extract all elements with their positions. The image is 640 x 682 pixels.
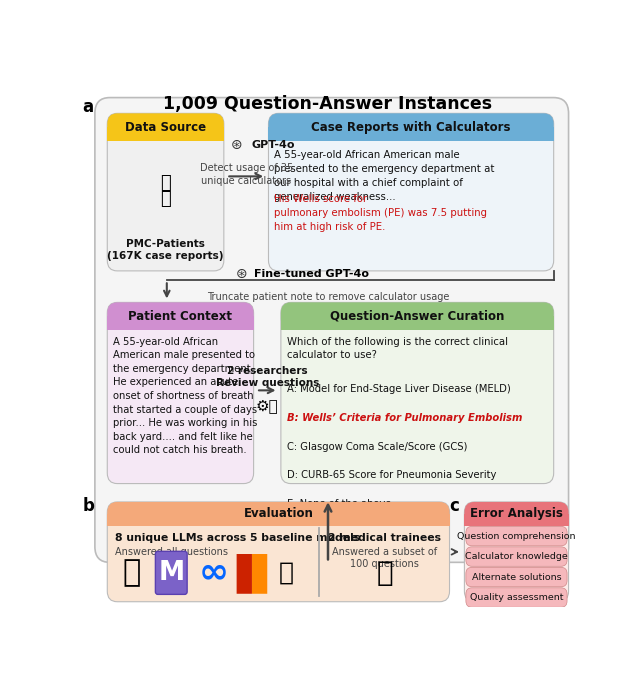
- Text: His Wells score for
pulmonary embolism (PE) was 7.5 putting
him at high risk of : His Wells score for pulmonary embolism (…: [275, 194, 488, 231]
- Text: Which of the following is the correct clinical
calculator to use?: Which of the following is the correct cl…: [287, 336, 508, 359]
- Text: Evaluation: Evaluation: [243, 507, 314, 520]
- Text: PMC-Patients
(167K case reports): PMC-Patients (167K case reports): [108, 239, 224, 261]
- Text: C: Glasgow Coma Scale/Score (GCS): C: Glasgow Coma Scale/Score (GCS): [287, 441, 467, 451]
- Bar: [108, 127, 224, 140]
- Text: Alternate solutions: Alternate solutions: [472, 573, 561, 582]
- Text: Question comprehension: Question comprehension: [457, 531, 576, 541]
- FancyBboxPatch shape: [108, 502, 449, 526]
- Text: 🌀: 🌀: [123, 559, 141, 587]
- Bar: [281, 316, 554, 329]
- Text: 🐰: 🐰: [278, 561, 293, 585]
- Text: Answered a subset of
100 questions: Answered a subset of 100 questions: [332, 546, 437, 569]
- Text: ▌: ▌: [236, 553, 266, 593]
- Text: D: CURB-65 Score for Pneumonia Severity: D: CURB-65 Score for Pneumonia Severity: [287, 471, 496, 480]
- Text: ⊛: ⊛: [236, 267, 247, 280]
- Text: Truncate patient note to remove calculator usage: Truncate patient note to remove calculat…: [207, 292, 449, 302]
- Text: GPT-4o: GPT-4o: [251, 140, 294, 150]
- Text: 2 researchers
Review questions: 2 researchers Review questions: [216, 366, 319, 389]
- Text: A 55-year-old African American male
presented to the emergency department at
our: A 55-year-old African American male pres…: [275, 150, 495, 202]
- Text: Fine-tuned GPT-4o: Fine-tuned GPT-4o: [253, 269, 369, 278]
- Text: 8 unique LLMs across 5 baseline models: 8 unique LLMs across 5 baseline models: [115, 533, 360, 544]
- FancyBboxPatch shape: [108, 113, 224, 140]
- FancyBboxPatch shape: [466, 588, 567, 607]
- Bar: [269, 127, 554, 140]
- Text: E: None of the above: E: None of the above: [287, 499, 391, 509]
- Text: Calculator knowledge: Calculator knowledge: [465, 552, 568, 561]
- Text: c: c: [449, 496, 460, 515]
- FancyBboxPatch shape: [108, 502, 449, 602]
- Text: ∞: ∞: [199, 556, 229, 590]
- Text: A 55-year-old African
American male presented to
the emergency department...
He : A 55-year-old African American male pres…: [113, 336, 260, 456]
- FancyBboxPatch shape: [281, 302, 554, 329]
- FancyBboxPatch shape: [465, 502, 568, 526]
- Bar: [108, 316, 253, 329]
- Text: 👤
📋: 👤 📋: [160, 174, 171, 208]
- Text: a: a: [83, 98, 93, 115]
- Text: Question-Answer Curation: Question-Answer Curation: [330, 310, 504, 323]
- Text: Data Source: Data Source: [125, 121, 206, 134]
- Bar: [108, 514, 449, 526]
- FancyBboxPatch shape: [466, 567, 567, 587]
- Text: A: Model for End-Stage Liver Disease (MELD): A: Model for End-Stage Liver Disease (ME…: [287, 384, 511, 394]
- Text: Case Reports with Calculators: Case Reports with Calculators: [311, 121, 511, 134]
- Text: ⊛: ⊛: [230, 138, 242, 152]
- FancyBboxPatch shape: [156, 551, 187, 595]
- Text: ▐: ▐: [236, 553, 266, 593]
- Text: Quality assessment: Quality assessment: [470, 593, 563, 602]
- Text: Patient Context: Patient Context: [129, 310, 232, 323]
- FancyBboxPatch shape: [281, 302, 554, 484]
- FancyBboxPatch shape: [466, 547, 567, 566]
- Text: Answered all questions: Answered all questions: [115, 546, 228, 557]
- Text: Error Analysis: Error Analysis: [470, 507, 563, 520]
- Text: B: Wells’ Criteria for Pulmonary Embolism: B: Wells’ Criteria for Pulmonary Embolis…: [287, 413, 522, 423]
- FancyBboxPatch shape: [465, 502, 568, 602]
- FancyBboxPatch shape: [108, 113, 224, 271]
- Bar: [465, 514, 568, 526]
- Text: Detect usage of 35
unique calculators: Detect usage of 35 unique calculators: [200, 163, 292, 186]
- Text: 1,009 Question-Answer Instances: 1,009 Question-Answer Instances: [163, 95, 493, 113]
- FancyBboxPatch shape: [466, 527, 567, 546]
- FancyBboxPatch shape: [269, 113, 554, 271]
- FancyBboxPatch shape: [108, 302, 253, 329]
- FancyBboxPatch shape: [269, 113, 554, 140]
- Text: 🏥: 🏥: [376, 559, 393, 587]
- Text: M: M: [158, 560, 184, 586]
- Text: b: b: [83, 496, 94, 515]
- Text: 2 medical trainees: 2 medical trainees: [328, 533, 441, 544]
- Text: ⚙🔍: ⚙🔍: [256, 398, 278, 413]
- FancyBboxPatch shape: [95, 98, 568, 563]
- FancyBboxPatch shape: [108, 302, 253, 484]
